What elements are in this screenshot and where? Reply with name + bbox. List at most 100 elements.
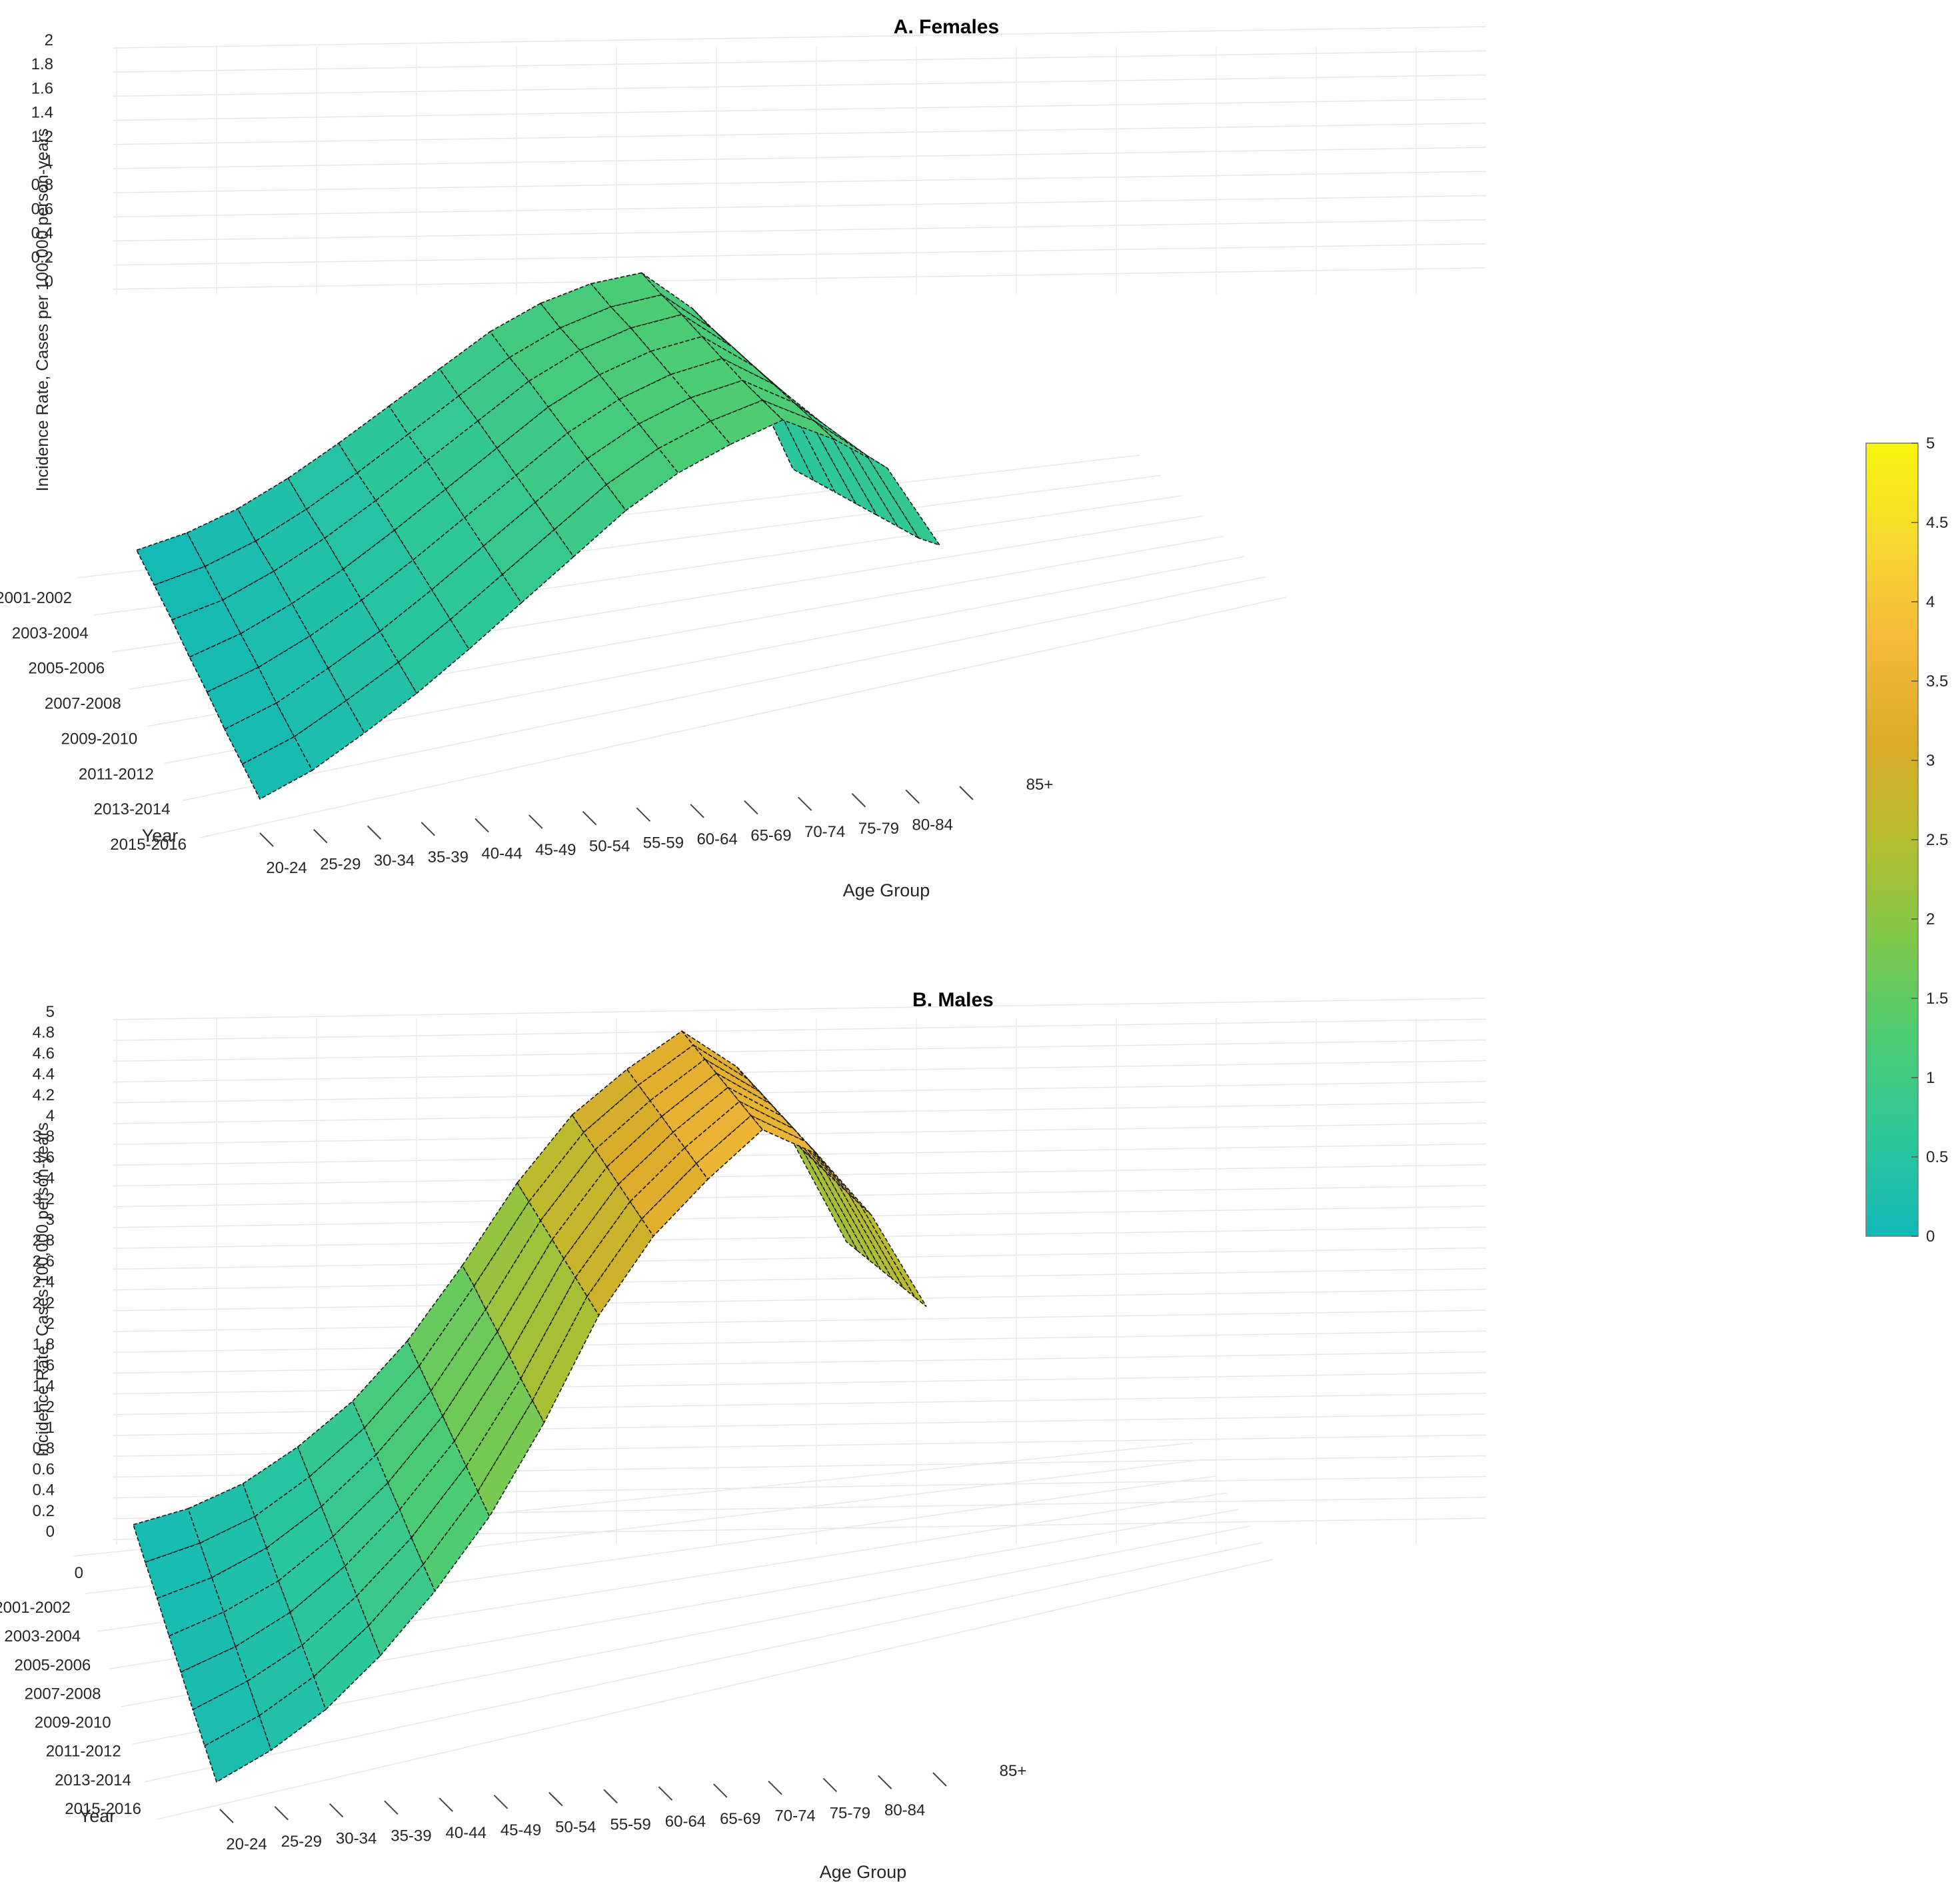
z-gridline — [113, 267, 1487, 290]
panel-females: 0 0.2 0.4 0.6 0.8 1 1.2 1.4 1.6 1.8 2 2001-2002 2003… — [0, 16, 1487, 900]
year-tick-label: 2003-2004 — [4, 1627, 81, 1645]
surface-patch — [672, 1086, 740, 1149]
z-tick-label: 1.6 — [33, 1356, 55, 1374]
surface-patch — [860, 1204, 927, 1308]
males-xlabel: Age Group — [820, 1862, 907, 1882]
z-gridline — [113, 1268, 1487, 1291]
surface-patch — [293, 700, 365, 772]
z-tick-label: 0.4 — [31, 225, 53, 243]
z-gridline — [113, 1206, 1487, 1228]
surface-patch — [222, 570, 293, 634]
year-tick-label: 2009-2010 — [35, 1714, 111, 1732]
males-title: B. Males — [912, 989, 994, 1011]
age-tick-mark — [528, 814, 543, 829]
age-tick-mark — [548, 1791, 563, 1807]
age-tick-label: 55-59 — [643, 834, 684, 852]
year-tick-label: 2007-2008 — [25, 1685, 101, 1703]
surface-patch — [638, 397, 712, 449]
z-tick-label: 1.4 — [31, 104, 53, 122]
z-tick-label: 2.8 — [33, 1232, 55, 1250]
surface-patch — [866, 455, 942, 546]
age-tick-label: 60-64 — [696, 830, 737, 848]
colorbar-tick-label: 3 — [1926, 752, 1935, 770]
z-tick-label: 1.8 — [31, 55, 53, 73]
surface-patch — [431, 545, 504, 620]
z-tick-label: 3.4 — [33, 1170, 55, 1188]
age-tick-label: 70-74 — [774, 1807, 815, 1825]
z-gridline — [113, 1372, 1487, 1395]
z-gridline — [113, 1393, 1487, 1415]
z-gridline — [113, 1310, 1487, 1332]
age-tick-mark — [384, 1800, 399, 1815]
surface-patch — [407, 395, 479, 462]
age-tick-label: 50-54 — [589, 838, 630, 856]
z-tick-label: 0.2 — [31, 249, 53, 267]
females-surface — [135, 272, 942, 800]
surface-patch — [750, 1115, 818, 1155]
z-gridline — [113, 219, 1487, 242]
age-tick-mark — [219, 1809, 234, 1823]
year-tick-label: 2003-2004 — [12, 624, 89, 642]
z-tick-label: 4.4 — [33, 1066, 55, 1084]
surface-patch — [657, 420, 732, 474]
surface-patch — [762, 399, 836, 441]
age-tick-label: 20-24 — [226, 1835, 267, 1853]
age-tick-label: 85+ — [1000, 1762, 1027, 1780]
age-tick-label: 40-44 — [481, 844, 522, 862]
z-tick-label: 2 — [46, 1315, 55, 1333]
z-tick-label: 5 — [46, 1003, 55, 1021]
surface-patch — [489, 302, 561, 359]
colorbar-tick-label: 0 — [1926, 1228, 1935, 1246]
females-zlabel: Incidence Rate, Cases per 100,000 person… — [33, 129, 52, 492]
z-gridline — [113, 1039, 1487, 1062]
surface-patch — [681, 1030, 749, 1080]
colorbar-tick-label: 1 — [1926, 1069, 1935, 1087]
age-tick-mark — [768, 1780, 782, 1795]
surface-patch — [237, 477, 307, 542]
surface-patch — [618, 1131, 686, 1203]
males-ylabel: Year — [79, 1806, 116, 1826]
floor-year-line — [156, 1559, 1274, 1820]
males-zlabel: Incidence Rate, Cases 100,000 person-yea… — [33, 1122, 52, 1457]
age-tick-label: 35-39 — [391, 1827, 431, 1845]
surface-patch — [345, 661, 418, 734]
year-tick-label: 2015-2016 — [110, 836, 187, 854]
surface-patch — [361, 559, 433, 632]
age-tick-mark — [439, 1797, 453, 1812]
surface-patch — [313, 1625, 381, 1711]
age-tick-label: 60-64 — [665, 1813, 706, 1831]
age-tick-mark — [959, 786, 974, 800]
surface-patch — [297, 1400, 365, 1478]
z-gridline — [113, 1247, 1487, 1270]
age-tick-label: 20-24 — [266, 859, 307, 877]
surface-patch — [681, 314, 754, 367]
z-gridline — [113, 50, 1487, 73]
colorbar-tick-label: 5 — [1926, 435, 1935, 453]
age-tick-label: 65-69 — [720, 1810, 760, 1828]
colorbar-ticks: 0 0.5 1 1.5 2 2.5 3 3.5 4 4.5 5 — [1911, 435, 1948, 1246]
surface-patch — [684, 1100, 752, 1165]
age-tick-label: 70-74 — [804, 823, 845, 841]
age-tick-mark — [259, 832, 274, 847]
z-tick-label: 1.2 — [33, 1398, 55, 1416]
surface-patch — [790, 1139, 858, 1252]
surface-patch — [144, 1542, 213, 1599]
colorbar-tick-label: 1.5 — [1926, 990, 1948, 1008]
surface-patch — [483, 501, 556, 576]
surface-patch — [156, 1577, 225, 1637]
colorbar-tick-label: 4.5 — [1926, 514, 1948, 532]
age-tick-label: 45-49 — [535, 841, 576, 859]
age-tick-mark — [603, 1789, 618, 1804]
floor-year-line — [144, 1542, 1262, 1783]
age-tick-label: 65-69 — [750, 827, 791, 845]
z-tick-label: 2 — [45, 31, 53, 49]
surface-patch — [559, 306, 632, 351]
z-tick-label: 0.2 — [33, 1502, 55, 1520]
females-axes: 0 0.2 0.4 0.6 0.8 1 1.2 1.4 1.6 1.8 2 2001-2002 2003… — [0, 31, 1053, 877]
year-tick-label: 2005-2006 — [15, 1656, 91, 1674]
age-tick-label: 75-79 — [858, 820, 899, 838]
surface-patch — [458, 357, 530, 422]
z-gridline — [113, 1330, 1487, 1353]
age-tick-mark — [744, 800, 758, 815]
age-tick-label: 45-49 — [500, 1821, 541, 1839]
